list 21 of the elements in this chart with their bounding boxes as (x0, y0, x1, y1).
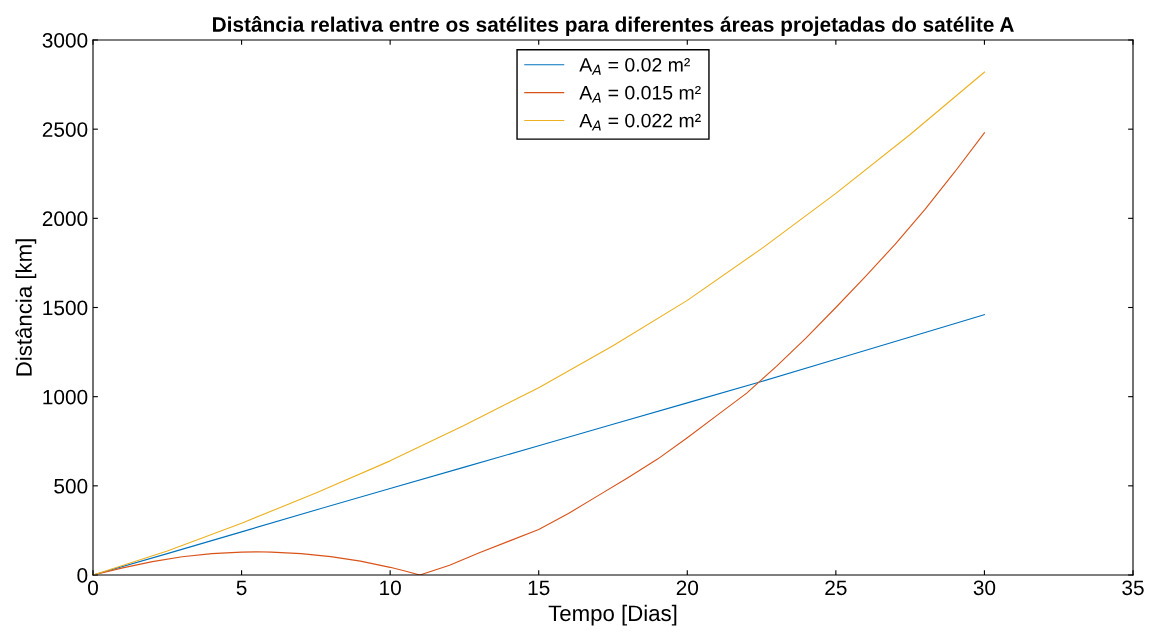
x-tick-label: 30 (973, 580, 996, 596)
x-tick-label: 35 (1122, 580, 1144, 596)
x-axis-title: Tempo [Dias] (548, 604, 677, 626)
x-tick-label: 20 (676, 580, 699, 596)
y-tick-label: 2000 (42, 211, 88, 227)
chart-title: Distância relativa entre os satélites para diferentes áreas projetadas do satélite A (213, 16, 1014, 36)
x-tick-label: 5 (236, 580, 247, 596)
y-tick-label: 500 (54, 478, 88, 494)
x-tick-label: 15 (528, 580, 550, 596)
legend-label: A$_{A}$ = 0.022 m² (579, 113, 701, 131)
legend-label: A$_{A}$ = 0.02 m² (579, 57, 690, 75)
y-axis-title: Distância [km] (15, 239, 37, 376)
y-tick-label: 1000 (43, 389, 88, 405)
y-tick-label: 3000 (42, 33, 88, 48)
x-tick-label: 0 (88, 580, 98, 596)
y-tick-label: 0 (77, 568, 88, 583)
x-tick-label: 10 (380, 580, 401, 596)
y-tick-label: 1500 (43, 300, 88, 316)
x-tick-label: 25 (825, 580, 847, 596)
legend-label: A$_{A}$ = 0.015 m² (579, 85, 701, 103)
y-tick-label: 2500 (42, 122, 88, 137)
